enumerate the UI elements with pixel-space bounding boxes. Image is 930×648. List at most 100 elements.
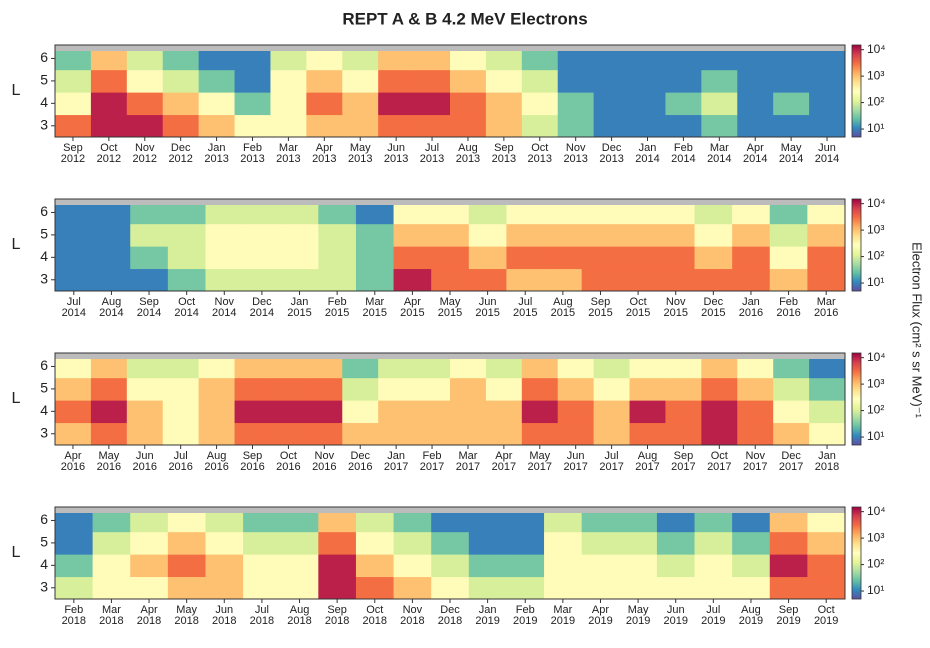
heat-cell (737, 114, 774, 138)
heat-cell (306, 114, 343, 138)
heat-cell (130, 531, 169, 555)
heat-cell (205, 576, 244, 600)
heat-cell (581, 223, 620, 247)
heat-cell (306, 355, 343, 379)
x-tick-label: Jul 2015 (513, 296, 537, 319)
heat-cell (414, 114, 451, 138)
heat-cell (807, 246, 846, 270)
heat-cell (318, 554, 357, 578)
heat-cell (521, 69, 559, 93)
plasmapause-mask (55, 507, 845, 513)
heat-cell (126, 114, 164, 138)
x-tick-label: Oct 2014 (174, 296, 198, 319)
heat-cell (521, 377, 559, 401)
heat-cell (732, 576, 771, 600)
plasmapause-mask (55, 353, 845, 359)
y-tick-label: 6 (40, 203, 48, 219)
x-tick-label: Sep 2017 (671, 450, 695, 473)
heat-cell (694, 268, 733, 292)
heat-cell (593, 355, 631, 379)
heat-cell (90, 400, 128, 424)
heat-cell (732, 268, 771, 292)
y-tick-label: 5 (40, 380, 48, 396)
x-tick-label: Nov 2018 (400, 604, 424, 627)
x-tick-label: Nov 2015 (663, 296, 687, 319)
heat-cell (544, 509, 583, 533)
x-tick-label: Oct 2015 (626, 296, 650, 319)
x-tick-label: Nov 2013 (563, 142, 587, 165)
heat-cell (450, 92, 487, 116)
heat-cell (694, 531, 733, 555)
heat-cell (506, 268, 545, 292)
heat-cell (280, 554, 319, 578)
colorbar-tick-label: 10⁴ (867, 504, 886, 518)
heat-cell (544, 531, 583, 555)
heat-cell (205, 246, 244, 270)
heat-cell (355, 554, 395, 578)
x-tick-label: Mar 2017 (456, 450, 480, 473)
heat-cell (306, 92, 343, 116)
heat-cell (619, 576, 658, 600)
heat-cell (162, 47, 200, 71)
heat-cell (243, 554, 282, 578)
heat-cell (701, 400, 738, 424)
heat-cell (378, 422, 415, 446)
x-tick-label: Oct 2017 (707, 450, 731, 473)
heat-cell (355, 246, 395, 270)
heat-cell (167, 531, 206, 555)
heat-cell (414, 422, 451, 446)
heat-cell (701, 69, 738, 93)
heat-cell (485, 92, 523, 116)
x-tick-label: Jun 2014 (815, 142, 839, 165)
heat-cell (737, 422, 774, 446)
colorbar-tick-label: 10¹ (867, 429, 884, 443)
heat-cell (809, 47, 846, 71)
x-tick-label: Oct 2012 (97, 142, 121, 165)
colorbar-tick-label: 10¹ (867, 583, 884, 597)
heat-cell (521, 400, 559, 424)
heat-cell (270, 400, 307, 424)
x-tick-label: Mar 2018 (99, 604, 123, 627)
heat-cell (593, 92, 631, 116)
heat-cell (773, 47, 810, 71)
heat-cell (126, 355, 164, 379)
heat-cell (280, 246, 319, 270)
x-tick-label: Feb 2016 (776, 296, 800, 319)
heat-cell (393, 201, 432, 225)
heat-cell (773, 355, 810, 379)
x-tick-label: May 2015 (438, 296, 462, 319)
heat-cell (90, 355, 128, 379)
plot-frame (54, 44, 846, 138)
heat-cell (55, 377, 92, 401)
x-tick-label: Sep 2013 (492, 142, 516, 165)
heat-cell (665, 400, 702, 424)
heat-cell (773, 114, 810, 138)
heat-cell (665, 92, 702, 116)
x-tick-label: Aug 2014 (99, 296, 123, 319)
heat-cell (450, 377, 487, 401)
y-tick-label: 3 (40, 270, 48, 286)
heat-cell (773, 422, 810, 446)
heat-cell (656, 246, 696, 270)
heat-cell (506, 531, 545, 555)
heat-cell (701, 377, 738, 401)
heat-cell (769, 268, 808, 292)
heat-cell (593, 400, 631, 424)
heat-cell (126, 69, 164, 93)
heat-cell (55, 531, 94, 555)
x-tick-label: Jun 2018 (212, 604, 236, 627)
heat-cell (355, 268, 395, 292)
heat-cell (378, 69, 415, 93)
heat-cell (205, 531, 244, 555)
x-tick-label: Nov 2016 (312, 450, 336, 473)
x-tick-label: Apr 2013 (312, 142, 336, 165)
heat-cell (665, 355, 702, 379)
x-tick-label: Sep 2018 (325, 604, 349, 627)
heat-cell (130, 554, 169, 578)
x-tick-label: Dec 2012 (168, 142, 192, 165)
heat-cell (431, 246, 470, 270)
plasmapause-mask (55, 45, 845, 51)
heat-cell (431, 268, 470, 292)
heat-cell (355, 531, 395, 555)
heat-cell (665, 377, 702, 401)
